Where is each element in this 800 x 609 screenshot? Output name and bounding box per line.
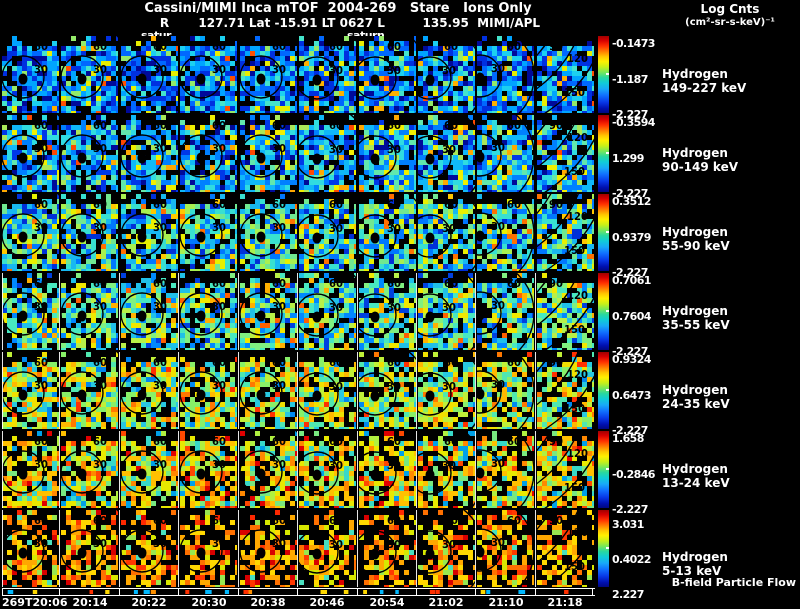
spectrogram-grid <box>2 36 595 587</box>
colorbar-max-label: 0.7061 <box>612 274 651 287</box>
energy-band-label: 24-35 keV <box>662 397 730 411</box>
colorbar-units-title: Log Cnts <box>700 2 760 16</box>
colorbar-units-subtitle: (cm²-sr-s-keV)⁻¹ <box>685 17 775 28</box>
colorbar-max-label: 1.658 <box>612 432 644 445</box>
colorbar-max-label: -0.1473 <box>612 37 655 50</box>
species-label: Hydrogen <box>662 225 728 239</box>
colorbar-max-label: 0.3512 <box>612 195 651 208</box>
time-tick-label: 21:02 <box>428 596 464 609</box>
time-tick-label: 20:46 <box>309 596 345 609</box>
time-tick-label: 20:38 <box>250 596 286 609</box>
colorbar-min-label: -2.227 <box>612 503 648 516</box>
spacecraft-state-line: R 127.71 Lat -15.91 LT 0627 L 135.95 MIM… <box>159 16 541 30</box>
colorbar-min-label: 2.227 <box>612 588 644 601</box>
bfield-particle-flow-label: B-field Particle Flow <box>671 576 796 589</box>
colorbar-min-label: -2.227 <box>612 345 648 358</box>
energy-band-label: 90-149 keV <box>662 160 738 174</box>
colorbar <box>598 352 609 429</box>
colorbar-mid-label: 0.7604 <box>612 310 651 323</box>
colorbar-mid-label: 0.4022 <box>612 553 651 566</box>
species-label: Hydrogen <box>662 383 728 397</box>
plot-title: Cassini/MIMI Inca mTOF 2004-269 Stare Io… <box>144 1 532 16</box>
colorbar-min-label: -2.227 <box>612 108 648 121</box>
colorbar-max-label: 3.031 <box>612 518 644 531</box>
energy-band-label: 35-55 keV <box>662 318 730 332</box>
colorbar <box>598 115 609 192</box>
time-tick-label: 21:18 <box>547 596 583 609</box>
energy-band-label: 149-227 keV <box>662 81 747 95</box>
time-tick-label: 20:22 <box>131 596 167 609</box>
colorbar-mid-label: -0.2846 <box>612 468 655 481</box>
species-label: Hydrogen <box>662 67 728 81</box>
time-tick-label: 20:14 <box>72 596 108 609</box>
colorbar-max-label: -0.3594 <box>612 116 655 129</box>
energy-band-label: 13-24 keV <box>662 476 730 490</box>
time-tick-label: 21:10 <box>488 596 524 609</box>
species-label: Hydrogen <box>662 304 728 318</box>
colorbar <box>598 273 609 350</box>
colorbar <box>598 194 609 271</box>
colorbar-min-label: -2.227 <box>612 187 648 200</box>
colorbar-min-label: -2.227 <box>612 266 648 279</box>
colorbar-min-label: -2.227 <box>612 424 648 437</box>
time-tick-label: 20:54 <box>369 596 405 609</box>
colorbar <box>598 431 609 508</box>
species-label: Hydrogen <box>662 146 728 160</box>
energy-band-label: 55-90 keV <box>662 239 730 253</box>
colorbar-mid-label: 0.9379 <box>612 231 651 244</box>
species-label: Hydrogen <box>662 462 728 476</box>
colorbar-mid-label: 1.299 <box>612 152 644 165</box>
time-tick-label: 269T20:06 <box>2 596 68 609</box>
status-strip-marks <box>2 589 593 595</box>
energy-band-label: 5-13 keV <box>662 564 722 578</box>
colorbar <box>598 36 609 113</box>
status-strip <box>2 588 595 596</box>
colorbar <box>598 510 609 587</box>
colorbar-max-label: 0.9324 <box>612 353 651 366</box>
colorbar-mid-label: -1.187 <box>612 73 648 86</box>
time-tick-label: 20:30 <box>191 596 227 609</box>
species-label: Hydrogen <box>662 550 728 564</box>
colorbar-mid-label: 0.6473 <box>612 389 651 402</box>
